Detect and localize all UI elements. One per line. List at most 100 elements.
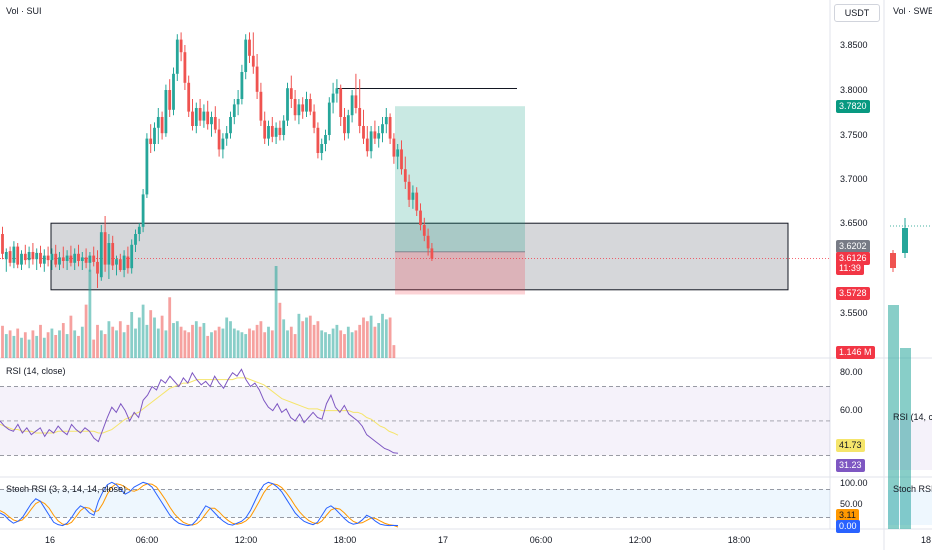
candle-body [419,210,422,225]
candle-body [426,235,430,249]
candle-body [149,138,153,144]
candle-body [58,257,61,265]
candle-body [369,131,373,152]
candle-body [145,138,149,195]
volume-bar [274,266,278,358]
volume-bar [149,310,153,358]
stoch-rsi-right-label: Stoch RSI [893,484,932,494]
stoch-rsi-label: Stoch RSI (3, 3, 14, 14, close) [6,484,127,494]
candle-body [248,39,251,56]
candle-body [354,95,358,108]
candle-body [316,127,320,153]
volume-bar [236,330,240,358]
candle-body [415,192,419,211]
rsi-label: RSI (14, close) [6,366,66,376]
volume-bar [198,326,202,358]
candle-body [381,124,384,134]
candle-body [191,111,194,126]
right-time-label: 18 [920,535,932,545]
candle-body [172,73,175,110]
candle-body [365,138,369,152]
volume-bar [384,319,388,358]
time-label-1800: 18:00 [333,535,357,545]
volume-bar [130,312,134,358]
volume-bar [88,269,92,358]
volume-bar [362,317,365,358]
volume-bar [289,326,293,358]
candle-body [350,95,354,116]
volume-bar [213,330,217,358]
volume-bar [73,330,77,358]
volume-bar [23,332,27,358]
candle-body [16,246,20,265]
candle-body [103,232,107,265]
volume-tag: 1.146 M [836,346,875,359]
candle-body [278,127,282,135]
volume-bar [206,335,210,358]
candle-body [377,133,381,139]
volume-bar [191,324,194,358]
volume-bar [267,326,270,358]
candle-body [12,246,16,263]
volume-bar [115,330,118,358]
candle-body [400,149,403,170]
volume-bar [392,345,396,358]
volume-bar [84,304,88,358]
candle-body [362,126,365,139]
volume-bar [20,337,23,358]
candle-body [289,88,293,99]
candle-body [84,257,88,263]
right-volume-bar [888,305,899,529]
rsi-ma-line [0,377,399,436]
candle-body [96,261,99,274]
volume-bar [69,315,73,358]
candle-body [69,255,73,263]
long-position-target-area [395,106,525,252]
price-tick-2: 3.8000 [840,85,868,95]
rsi-tick-80: 80.00 [840,367,863,377]
candle-body [346,115,350,134]
volume-bar [42,337,46,358]
candle-body [1,234,4,254]
volume-bar [164,330,168,358]
candle-body [293,99,297,116]
volume-bar [31,330,35,358]
volume-bar [137,317,141,358]
candle-body [137,226,141,234]
candle-body [210,117,213,125]
volume-bar [187,332,191,358]
demand-zone-box [50,222,789,291]
currency-button[interactable]: USDT [834,4,880,22]
candle-body [164,90,168,134]
volume-bar [61,323,65,358]
candle-body [396,149,400,157]
candle-body [206,111,210,125]
volume-bar [118,321,122,358]
candle-body [335,88,339,94]
candle-body [65,255,69,261]
volume-bar [145,324,149,358]
candle-body [35,252,39,260]
candle-body [27,252,31,261]
volume-bar [324,332,327,358]
right-stoch-band [888,490,932,525]
volume-bar [339,330,343,358]
price-tick-4: 3.7000 [840,174,868,184]
candle-body [324,135,327,144]
candle-body [274,127,278,137]
candle-body [267,126,270,139]
volume-bar [221,328,225,358]
stoch-tick-50: 50.00 [840,499,863,509]
volume-bar [373,326,377,358]
candle-body [111,243,115,266]
candle-body [282,120,286,135]
volume-bar [99,330,103,358]
volume-bar [297,313,301,358]
volume-bar [308,315,312,358]
stoch-band [0,489,830,518]
volume-bar [365,321,369,358]
candle-body [388,117,392,139]
candle-body [327,102,331,135]
right-candle-body [890,253,896,268]
